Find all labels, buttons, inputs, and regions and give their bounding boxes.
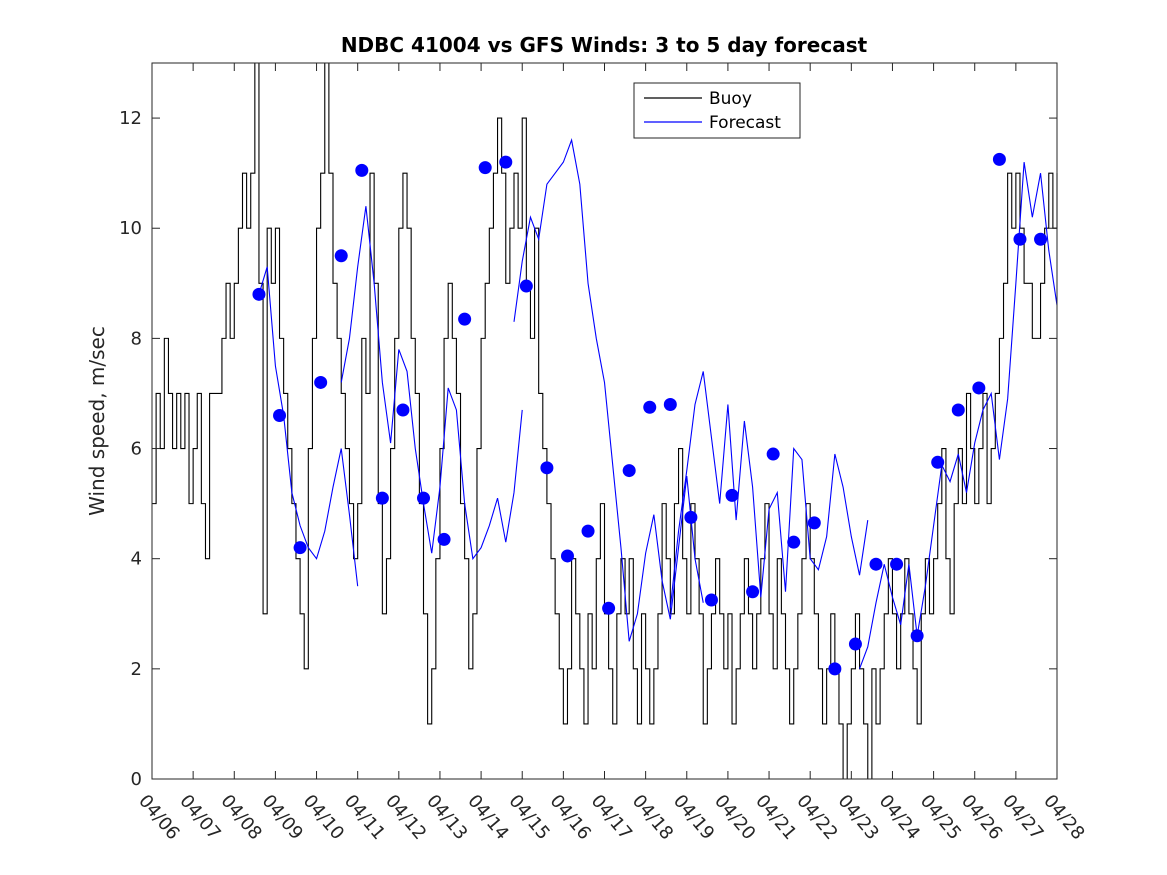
forecast-marker (314, 375, 328, 389)
forecast-marker (951, 403, 965, 417)
forecast-marker (663, 397, 677, 411)
x-tick-label: 04/12 (381, 791, 430, 844)
forecast-marker (704, 593, 718, 607)
forecast-marker (725, 488, 739, 502)
x-tick-label: 04/24 (875, 791, 924, 844)
forecast-line (340, 206, 523, 561)
forecast-marker (560, 549, 574, 563)
x-tick-label: 04/14 (463, 791, 512, 844)
y-tick-label: 4 (131, 549, 142, 570)
forecast-marker (622, 464, 636, 478)
plot-background (152, 63, 1057, 779)
y-tick-label: 12 (119, 108, 142, 129)
x-tick-label: 04/20 (710, 791, 759, 844)
forecast-marker (807, 516, 821, 530)
x-tick-label: 04/06 (134, 791, 183, 844)
forecast-marker (478, 161, 492, 175)
forecast-marker (334, 249, 348, 263)
y-tick-label: 2 (131, 659, 142, 680)
x-tick-label: 04/13 (422, 791, 471, 844)
forecast-line (859, 162, 1058, 670)
legend-label-buoy: Buoy (709, 89, 752, 109)
x-tick-label: 04/08 (216, 791, 265, 844)
legend-label-forecast: Forecast (709, 113, 781, 133)
x-tick-label: 04/16 (546, 791, 595, 844)
forecast-marker (828, 662, 842, 676)
forecast-marker (992, 152, 1006, 166)
x-tick-label: 04/22 (792, 791, 841, 844)
forecast-marker (766, 447, 780, 461)
forecast-marker (252, 287, 266, 301)
forecast-marker (931, 455, 945, 469)
x-tick-label: 04/17 (587, 791, 636, 844)
forecast-marker (972, 381, 986, 395)
forecast-marker (848, 637, 862, 651)
forecast-marker (787, 535, 801, 549)
y-tick-label: 6 (131, 439, 142, 460)
chart-title: NDBC 41004 vs GFS Winds: 3 to 5 day fore… (341, 33, 868, 57)
x-tick-label: 04/19 (669, 791, 718, 844)
forecast-marker (1034, 232, 1048, 246)
forecast-series (258, 138, 1058, 670)
forecast-marker (375, 491, 389, 505)
forecast-line (669, 371, 869, 609)
forecast-marker (417, 491, 430, 505)
forecast-line (513, 138, 704, 642)
legend: Buoy Forecast (633, 82, 801, 139)
forecast-marker (910, 629, 924, 643)
x-tick-label: 04/26 (957, 791, 1006, 844)
x-tick-label: 04/07 (175, 791, 224, 844)
forecast-marker (458, 312, 472, 326)
forecast-marker (602, 601, 616, 615)
forecast-marker (437, 532, 451, 546)
x-tick-label: 04/21 (751, 791, 800, 844)
forecast-marker (643, 400, 657, 414)
y-tick-label: 0 (131, 769, 142, 790)
y-tick-label: 10 (119, 218, 142, 239)
y-axis: 0 2 4 6 8 10 12 (119, 108, 1057, 790)
forecast-marker (1013, 232, 1027, 246)
x-tick-label: 04/09 (258, 791, 307, 844)
y-tick-label: 8 (131, 328, 142, 349)
y-axis-label: Wind speed, m/sec (85, 326, 109, 516)
x-tick-label: 04/27 (998, 791, 1047, 844)
x-tick-label: 04/18 (628, 791, 677, 844)
x-tick-label: 04/15 (504, 791, 553, 844)
forecast-markers (252, 152, 1048, 676)
x-tick-label: 04/10 (299, 791, 348, 844)
x-tick-label: 04/23 (833, 791, 882, 844)
forecast-marker (293, 541, 307, 555)
forecast-marker (540, 461, 554, 475)
forecast-marker (396, 403, 410, 417)
x-tick-label: 04/11 (340, 791, 389, 844)
forecast-marker (869, 557, 883, 571)
forecast-marker (581, 524, 595, 538)
forecast-marker (355, 163, 369, 177)
forecast-marker (499, 155, 513, 169)
x-tick-label: 04/25 (916, 791, 965, 844)
forecast-marker (890, 557, 904, 571)
forecast-marker (684, 510, 698, 524)
forecast-marker (519, 279, 533, 293)
forecast-marker (746, 585, 760, 599)
x-tick-label: 04/28 (1039, 791, 1088, 844)
forecast-marker (273, 408, 287, 422)
legend-box (633, 82, 801, 139)
forecast-line (258, 266, 359, 587)
